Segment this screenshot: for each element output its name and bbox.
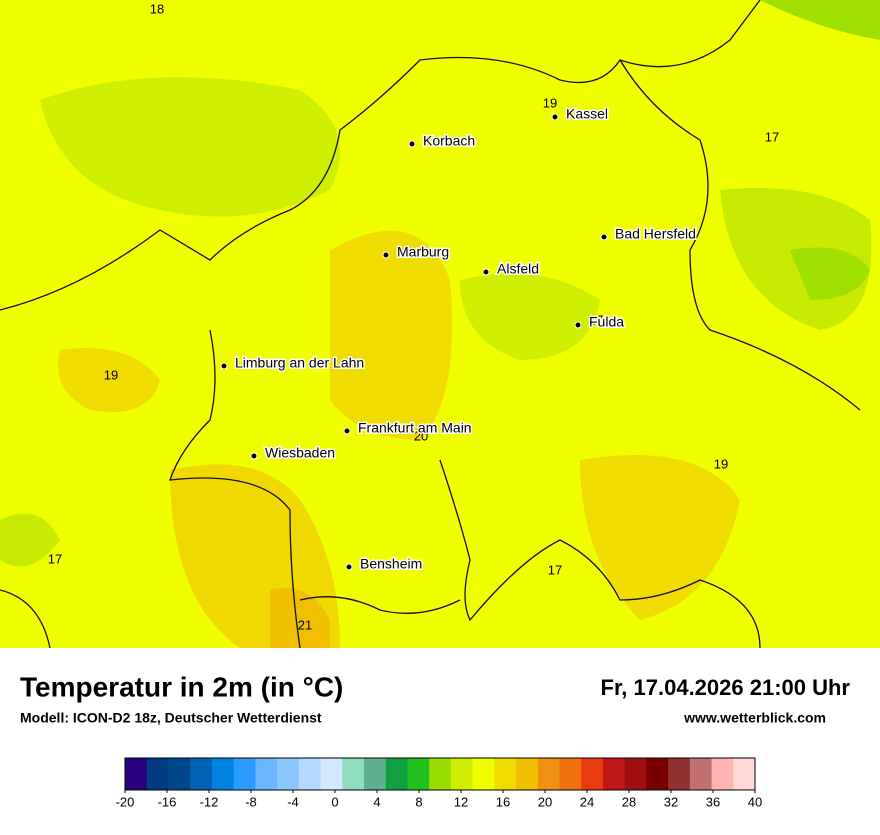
city-label: Marburg <box>397 244 449 260</box>
legend-swatch <box>472 758 495 790</box>
border <box>299 596 461 614</box>
city-label: Alsfeld <box>497 261 539 277</box>
legend-tick-label: 4 <box>373 794 380 809</box>
legend-tick-label: 0 <box>331 794 338 809</box>
map-value: 17 <box>765 129 779 144</box>
city-dot <box>600 233 608 241</box>
legend-tick-label: -12 <box>200 794 219 809</box>
legend-swatch <box>168 758 191 790</box>
border <box>0 589 51 649</box>
legend-tick-label: 32 <box>664 794 678 809</box>
legend-tick-label: 8 <box>415 794 422 809</box>
area <box>790 247 870 300</box>
area <box>40 77 340 217</box>
legend-tick-label: 16 <box>496 794 510 809</box>
legend-swatch <box>255 758 278 790</box>
city-dot <box>220 362 228 370</box>
area <box>58 348 160 412</box>
legend-swatch <box>494 758 517 790</box>
legend-tick-label: 24 <box>580 794 594 809</box>
legend-swatch <box>190 758 213 790</box>
legend-swatch <box>516 758 539 790</box>
title: Temperatur in 2m (in °C) <box>20 671 343 702</box>
legend-tick-label: -8 <box>245 794 257 809</box>
city-label: Korbach <box>423 133 475 149</box>
legend-swatch <box>320 758 343 790</box>
city-label: Limburg an der Lahn <box>235 355 364 371</box>
map <box>0 0 880 649</box>
legend-swatch <box>146 758 169 790</box>
city-label: Wiesbaden <box>265 445 335 461</box>
city-label: Kassel <box>566 106 608 122</box>
date: Fr, 17.04.2026 21:00 Uhr <box>601 675 851 700</box>
legend-tick-label: -20 <box>116 794 135 809</box>
map-value: 19 <box>104 367 118 382</box>
city-dot <box>343 427 351 435</box>
area <box>0 513 60 567</box>
city-label: Bensheim <box>360 556 422 572</box>
legend-swatch <box>342 758 365 790</box>
legend-swatch <box>363 758 387 790</box>
legend-swatch <box>233 758 256 790</box>
legend-swatch <box>407 758 430 790</box>
border <box>619 59 861 411</box>
area <box>270 588 330 648</box>
legend-swatch <box>668 758 691 790</box>
city-dot <box>551 113 559 121</box>
area <box>330 230 452 440</box>
legend-swatch <box>537 758 560 790</box>
city-dot <box>408 140 416 148</box>
city-dot <box>382 251 390 259</box>
city-dot <box>574 321 582 329</box>
area <box>760 0 880 40</box>
map-value: 21 <box>298 617 312 632</box>
legend-swatch <box>624 758 647 790</box>
border <box>439 459 761 649</box>
legend-swatch <box>711 758 734 790</box>
legend-tick-label: 28 <box>622 794 636 809</box>
legend-swatch <box>125 758 148 790</box>
map-value: 17 <box>548 562 562 577</box>
city-label: Bad Hersfeld <box>615 226 696 242</box>
legend-swatch <box>581 758 604 790</box>
legend-swatch <box>298 758 322 790</box>
city-dot <box>482 268 490 276</box>
legend-swatch <box>733 758 756 790</box>
legend-swatch <box>277 758 300 790</box>
map-value: 17 <box>48 551 62 566</box>
area <box>580 455 740 620</box>
map-value: 19 <box>543 95 557 110</box>
legend-tick-label: 36 <box>706 794 720 809</box>
legend-tick-label: 20 <box>538 794 552 809</box>
legend-frame <box>124 757 756 791</box>
city-dot <box>345 563 353 571</box>
city-dot <box>250 452 258 460</box>
legend-swatch <box>602 758 626 790</box>
legend-swatch <box>559 758 582 790</box>
map-value: 20 <box>414 428 428 443</box>
legend-tick-label: 40 <box>748 794 762 809</box>
legend-swatch <box>646 758 669 790</box>
legend-swatch <box>385 758 408 790</box>
model: Modell: ICON-D2 18z, Deutscher Wetterdie… <box>20 710 322 726</box>
legend-swatch <box>429 758 452 790</box>
city-label: Frankfurt am Main <box>358 420 472 436</box>
legend-swatch <box>689 758 713 790</box>
legend-tick-label: -16 <box>158 794 177 809</box>
website: www.wetterblick.com <box>683 710 826 726</box>
map-value: 18 <box>150 1 164 16</box>
map-value: 17 <box>589 312 603 327</box>
map-value: 19 <box>714 456 728 471</box>
legend-tick-label: 12 <box>454 794 468 809</box>
legend-tick-label: -4 <box>287 794 299 809</box>
city-label: Fulda <box>589 314 624 330</box>
footer <box>0 648 880 830</box>
area <box>460 273 600 360</box>
legend-swatch <box>450 758 474 790</box>
border <box>169 329 301 649</box>
legend-swatch <box>211 758 235 790</box>
